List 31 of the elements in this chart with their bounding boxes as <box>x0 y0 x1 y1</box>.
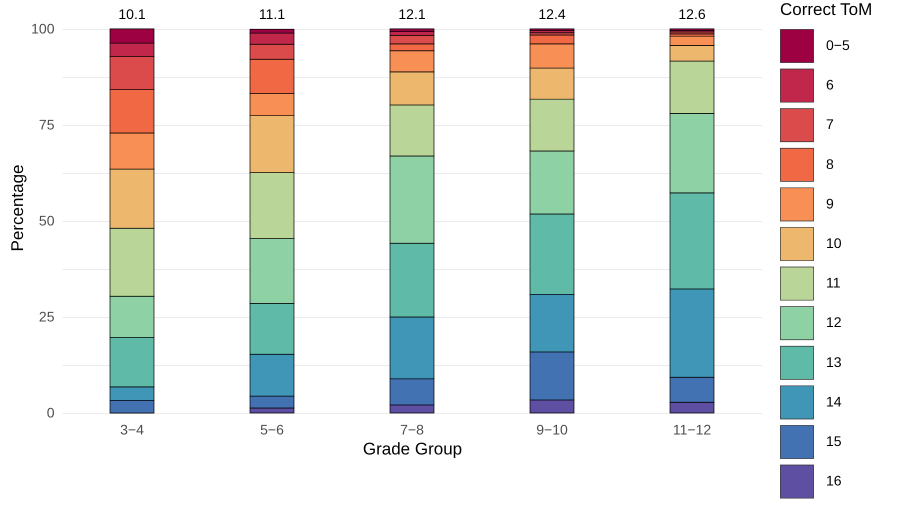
annotation: 11.1 <box>258 6 286 22</box>
legend-label: 7 <box>826 116 834 132</box>
x-tick-label: 7−8 <box>400 422 424 438</box>
legend-label: 6 <box>826 76 834 93</box>
annotation: 10.1 <box>118 6 146 22</box>
legend-label: 16 <box>826 472 842 489</box>
y-tick-label: 50 <box>38 212 55 228</box>
legend-label: 0−5 <box>826 37 850 53</box>
legend-label: 9 <box>826 195 834 212</box>
x-tick-label: 11−12 <box>672 422 712 438</box>
y-tick-label: 25 <box>38 308 55 324</box>
legend-label: 12 <box>826 314 842 330</box>
y-tick-label: 0 <box>46 404 55 420</box>
y-tick-label: 100 <box>31 20 55 36</box>
x-tick-label: 3−4 <box>120 422 144 438</box>
y-tick-label: 75 <box>38 116 55 132</box>
y-axis-title: Percentage <box>8 164 28 252</box>
x-tick-label: 5−6 <box>260 422 284 438</box>
legend-label: 11 <box>826 274 841 291</box>
legend-label: 13 <box>826 354 842 370</box>
bar <box>390 28 434 32</box>
annotation: 12.4 <box>538 6 566 22</box>
x-tick-label: 9−10 <box>536 422 568 438</box>
annotation: 12.1 <box>398 6 426 22</box>
legend-label: 8 <box>826 156 834 172</box>
annotation: 12.6 <box>678 6 706 22</box>
x-axis-title: Grade Group <box>362 440 462 458</box>
legend-label: 14 <box>826 393 842 410</box>
legend-label: 15 <box>826 433 842 449</box>
legend-title: Correct ToM <box>780 0 872 19</box>
legend-label: 10 <box>826 235 842 251</box>
